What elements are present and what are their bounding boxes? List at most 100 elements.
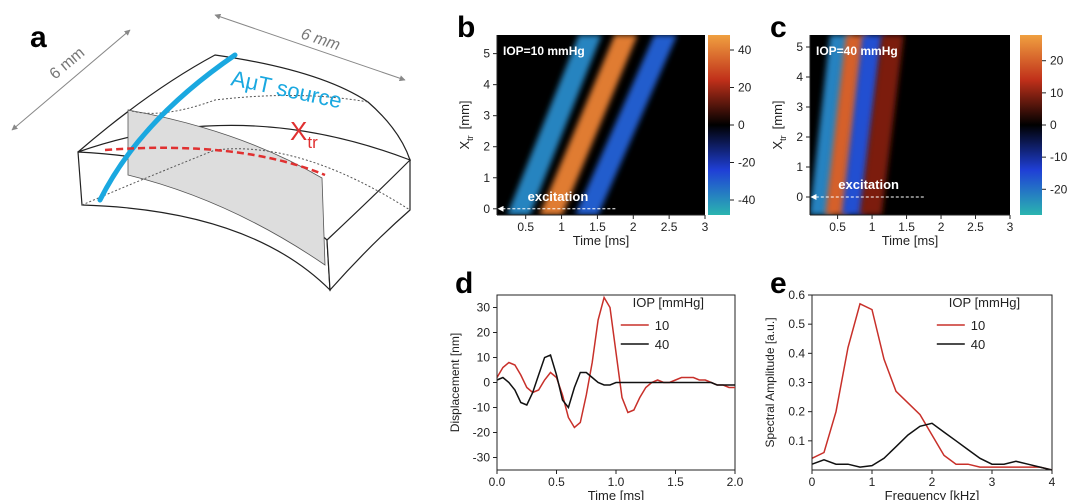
arrow-label: excitation bbox=[838, 177, 899, 192]
y-tick-label: 10 bbox=[477, 351, 491, 365]
colorbar-label: -40 bbox=[738, 193, 756, 207]
x-tick-label: 1.0 bbox=[608, 475, 625, 489]
y-tick-label: 0.1 bbox=[788, 434, 805, 448]
y-label-unit: [mm] bbox=[770, 100, 785, 129]
y-tick-label: 0 bbox=[796, 190, 803, 204]
y-label-sub: tr bbox=[465, 135, 475, 141]
x-tick-label: 0.5 bbox=[548, 475, 565, 489]
y-tick-label: 2 bbox=[483, 140, 490, 154]
wave-band bbox=[539, 35, 638, 215]
y-tick-label: -10 bbox=[473, 401, 491, 415]
y-axis-label: Xtr [mm] bbox=[457, 100, 475, 149]
x-tick-label: 2.5 bbox=[661, 220, 678, 234]
xtr-line bbox=[104, 146, 326, 177]
y-tick-label: 5 bbox=[796, 40, 803, 54]
y-tick-label: 0.4 bbox=[788, 346, 805, 360]
colorbar-label: -10 bbox=[1050, 150, 1068, 164]
dimension-arrow bbox=[11, 29, 131, 131]
legend-label: 40 bbox=[971, 337, 985, 352]
colorbar-label: 20 bbox=[738, 81, 752, 95]
x-tick-label: 2.0 bbox=[727, 475, 744, 489]
y-tick-label: 0.2 bbox=[788, 405, 805, 419]
y-tick-label: 5 bbox=[483, 47, 490, 61]
x-tick-label: 1 bbox=[869, 475, 876, 489]
x-tick-label: 0.5 bbox=[517, 220, 534, 234]
panel-letter: e bbox=[770, 267, 787, 300]
wave-band bbox=[575, 35, 678, 215]
x-tick-label: 2 bbox=[630, 220, 637, 234]
y-tick-label: 1 bbox=[796, 160, 803, 174]
colorbar-label: 0 bbox=[738, 118, 745, 132]
xtr-label: Xtr bbox=[290, 116, 318, 152]
data-line bbox=[811, 422, 1053, 471]
colorbar-label: 0 bbox=[1050, 118, 1057, 132]
source-line bbox=[97, 52, 238, 203]
y-tick-label: 20 bbox=[477, 326, 491, 340]
y-tick-label: 0.3 bbox=[788, 376, 805, 390]
y-axis-label: Spectral Amplitude [a.u.] bbox=[763, 317, 777, 447]
wave-band bbox=[859, 35, 904, 215]
y-axis-label: Displacement [nm] bbox=[448, 333, 462, 432]
y-tick-label: 0 bbox=[483, 202, 490, 216]
x-tick-label: 3 bbox=[702, 220, 709, 234]
dimension-arrow bbox=[214, 13, 406, 82]
colorbar-label: 40 bbox=[738, 43, 752, 57]
slab-side bbox=[326, 158, 411, 292]
y-tick-label: 4 bbox=[483, 78, 490, 92]
x-tick-label: 2 bbox=[929, 475, 936, 489]
panel-letter: d bbox=[455, 267, 473, 300]
x-tick-label: 4 bbox=[1049, 475, 1056, 489]
panel-letter: b bbox=[457, 11, 475, 44]
arrow-label: excitation bbox=[528, 189, 589, 204]
annotation: IOP=10 mmHg bbox=[503, 44, 585, 58]
y-tick-label: 0.5 bbox=[788, 317, 805, 331]
x-tick-label: 1 bbox=[869, 220, 876, 234]
y-tick-label: 2 bbox=[796, 130, 803, 144]
y-tick-label: 0.6 bbox=[788, 288, 805, 302]
colorbar-label: -20 bbox=[1050, 182, 1068, 196]
legend-label: 10 bbox=[971, 318, 985, 333]
x-tick-label: 1.5 bbox=[898, 220, 915, 234]
legend-label: 10 bbox=[655, 318, 669, 333]
colorbar-label: 20 bbox=[1050, 54, 1064, 68]
bands bbox=[810, 35, 904, 215]
dimension-label: 6 mm bbox=[299, 26, 342, 55]
colorbar-label: -20 bbox=[738, 156, 756, 170]
y-tick-label: 30 bbox=[477, 301, 491, 315]
bands bbox=[507, 35, 678, 215]
y-label-main: X bbox=[457, 141, 472, 150]
plot-frame bbox=[811, 294, 1053, 471]
x-tick-label: 1.5 bbox=[667, 475, 684, 489]
data-line bbox=[496, 295, 735, 429]
legend-title: IOP [mmHg] bbox=[949, 295, 1020, 310]
x-tick-label: 1.5 bbox=[589, 220, 606, 234]
x-tick-label: 0 bbox=[809, 475, 816, 489]
x-tick-label: 3 bbox=[989, 475, 996, 489]
x-axis-label: Frequency [kHz] bbox=[885, 488, 980, 500]
slab-diagram: a 6 mm 6 mm AμT source Xtr bbox=[11, 13, 411, 292]
x-tick-label: 0.0 bbox=[489, 475, 506, 489]
dimension-label: 6 mm bbox=[47, 44, 89, 83]
x-tick-label: 3 bbox=[1007, 220, 1014, 234]
xtr-main: X bbox=[290, 116, 307, 146]
slab-top bbox=[77, 54, 411, 162]
y-label-main: X bbox=[770, 141, 785, 150]
x-tick-label: 2.5 bbox=[967, 220, 984, 234]
xtr-sub: tr bbox=[307, 133, 318, 152]
x-axis-label: Time [ms] bbox=[573, 233, 630, 248]
y-label-unit: [mm] bbox=[457, 100, 472, 129]
legend-title: IOP [mmHg] bbox=[633, 295, 704, 310]
x-tick-label: 1 bbox=[558, 220, 565, 234]
hidden-edge bbox=[127, 94, 369, 114]
colorbar bbox=[708, 35, 730, 215]
y-tick-label: -20 bbox=[473, 426, 491, 440]
wave-band bbox=[841, 35, 885, 215]
wave-band bbox=[507, 35, 602, 215]
panel-letter: c bbox=[770, 11, 787, 44]
x-axis-label: Time [ms] bbox=[588, 488, 645, 500]
colorbar bbox=[1020, 35, 1042, 215]
y-tick-label: 3 bbox=[483, 109, 490, 123]
x-tick-label: 2 bbox=[938, 220, 945, 234]
colorbar-label: 10 bbox=[1050, 86, 1064, 100]
